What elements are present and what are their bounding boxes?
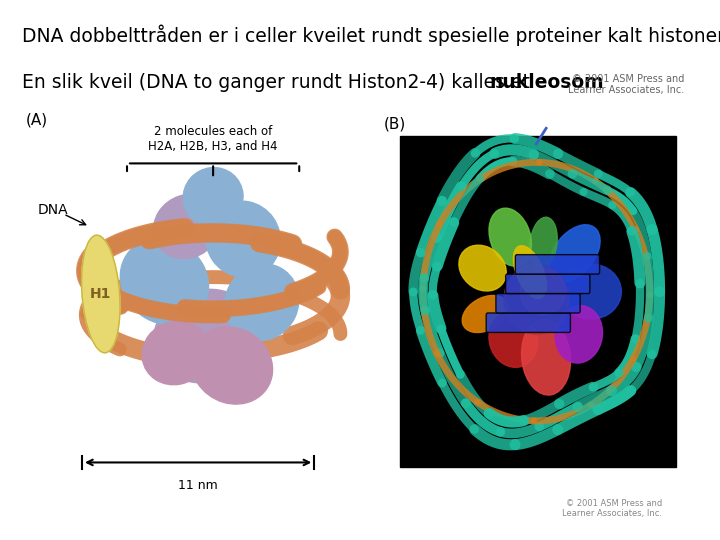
Text: DNA: DNA (37, 202, 68, 217)
Text: (B): (B) (384, 117, 406, 132)
Ellipse shape (153, 289, 258, 383)
Text: H1: H1 (90, 287, 112, 301)
Ellipse shape (561, 264, 621, 319)
Ellipse shape (183, 167, 243, 227)
FancyBboxPatch shape (400, 136, 676, 467)
FancyBboxPatch shape (486, 313, 570, 333)
Text: (A): (A) (26, 113, 48, 128)
Text: © 2001 ASM Press and
Learner Associates, Inc.: © 2001 ASM Press and Learner Associates,… (562, 499, 662, 518)
Ellipse shape (530, 217, 557, 268)
Text: DNA dobbelttråden er i celler kveilet rundt spesielle proteiner kalt histoner.: DNA dobbelttråden er i celler kveilet ru… (22, 24, 720, 46)
Ellipse shape (489, 208, 531, 266)
Ellipse shape (555, 306, 603, 363)
FancyBboxPatch shape (516, 255, 600, 274)
Text: nukleosom: nukleosom (489, 73, 603, 92)
Text: En slik kveil (DNA to ganger rundt Histon2-4) kalles et: En slik kveil (DNA to ganger rundt Histo… (22, 73, 536, 92)
Text: © 2001 ASM Press and
Learner Associates, Inc.: © 2001 ASM Press and Learner Associates,… (568, 73, 684, 95)
Ellipse shape (459, 245, 506, 291)
Ellipse shape (225, 264, 299, 341)
Ellipse shape (81, 235, 120, 353)
FancyBboxPatch shape (505, 274, 590, 294)
Ellipse shape (504, 265, 569, 334)
Text: 11 nm: 11 nm (179, 480, 218, 492)
Text: 2 molecules each of
H2A, H2B, H3, and H4: 2 molecules each of H2A, H2B, H3, and H4 (148, 125, 278, 153)
Ellipse shape (549, 225, 600, 282)
Ellipse shape (191, 327, 273, 404)
Ellipse shape (153, 194, 220, 259)
Ellipse shape (521, 319, 570, 395)
Ellipse shape (120, 238, 209, 325)
Ellipse shape (206, 201, 280, 277)
Ellipse shape (489, 312, 538, 367)
Ellipse shape (462, 295, 508, 333)
FancyBboxPatch shape (496, 294, 580, 313)
Ellipse shape (521, 268, 566, 315)
Ellipse shape (142, 321, 210, 384)
Ellipse shape (513, 246, 546, 299)
